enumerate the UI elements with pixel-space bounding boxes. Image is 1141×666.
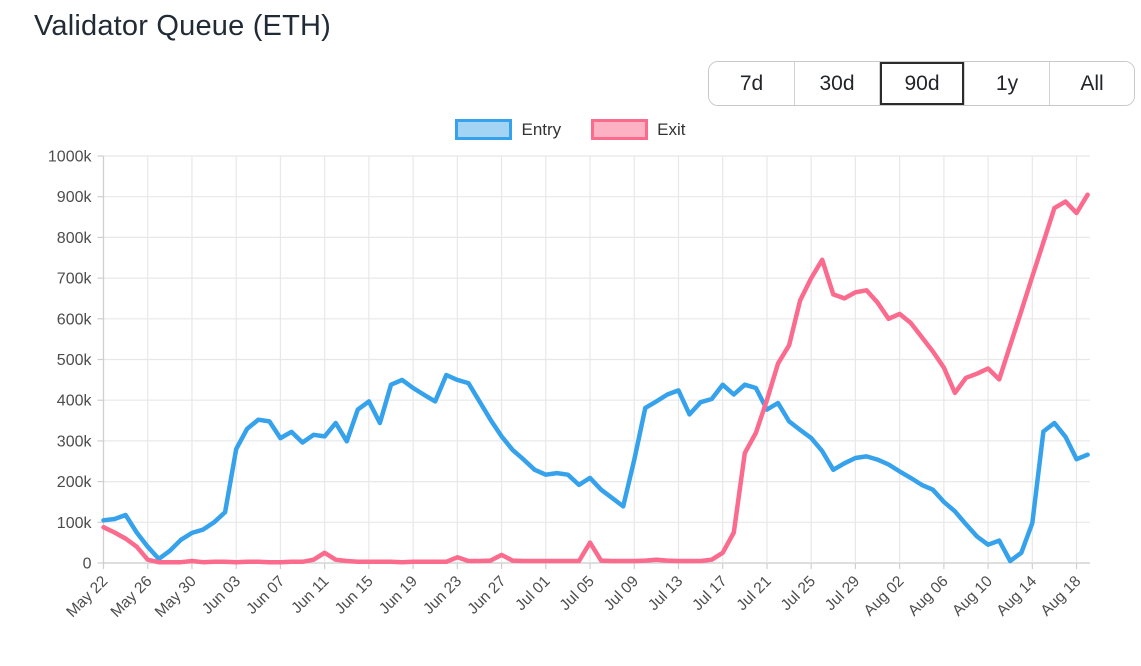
x-tick-label: Jul 29 bbox=[822, 573, 863, 614]
y-tick-label: 300k bbox=[57, 433, 93, 450]
page-title: Validator Queue (ETH) bbox=[34, 10, 332, 42]
x-tick-label: Jul 13 bbox=[645, 573, 686, 614]
axes bbox=[97, 155, 1078, 569]
x-tick-label: Jun 19 bbox=[376, 573, 421, 618]
axis-labels: 0 100k 200k 300k 400k 500k 600k 700k 800k 900k 100… bbox=[48, 149, 1084, 621]
x-tick-label: May 26 bbox=[108, 573, 156, 621]
legend-item-exit[interactable]: Exit bbox=[591, 119, 686, 140]
entry-line bbox=[101, 372, 1090, 564]
x-tick-label: Jun 07 bbox=[243, 573, 288, 618]
x-tick-label: Jul 21 bbox=[734, 573, 775, 614]
x-tick-label: May 30 bbox=[152, 573, 200, 621]
x-tick-label: May 22 bbox=[63, 573, 111, 621]
legend-item-entry[interactable]: Entry bbox=[455, 119, 561, 140]
y-tick-label: 0 bbox=[83, 556, 92, 573]
x-tick-label: Aug 02 bbox=[861, 573, 908, 620]
legend-swatch-entry bbox=[455, 119, 513, 140]
x-tick-label: Jun 27 bbox=[464, 573, 509, 618]
y-tick-label: 900k bbox=[57, 189, 93, 206]
x-tick-label: Jul 17 bbox=[689, 573, 730, 614]
y-tick-label: 500k bbox=[57, 352, 93, 369]
y-tick-label: 700k bbox=[57, 271, 93, 288]
y-tick-label: 200k bbox=[57, 474, 93, 491]
y-tick-label: 600k bbox=[57, 311, 93, 328]
x-tick-label: Aug 18 bbox=[1038, 573, 1085, 620]
legend-label: Entry bbox=[521, 119, 562, 139]
y-tick-label: 100k bbox=[57, 515, 93, 532]
range-button-1y[interactable]: 1y bbox=[964, 62, 1049, 105]
range-button-all[interactable]: All bbox=[1049, 62, 1134, 105]
chart-legend: Entry Exit bbox=[0, 119, 1141, 140]
x-tick-label: Jul 01 bbox=[512, 573, 553, 614]
range-selector: 7d 30d 90d 1y All bbox=[708, 61, 1135, 106]
x-tick-label: Jun 15 bbox=[332, 573, 377, 618]
legend-swatch-exit bbox=[591, 119, 649, 140]
gridlines bbox=[102, 155, 1090, 564]
x-tick-label: Jul 25 bbox=[778, 573, 819, 614]
x-tick-label: Jul 09 bbox=[601, 573, 642, 614]
y-tick-label: 400k bbox=[57, 393, 93, 410]
x-tick-label: Aug 06 bbox=[905, 573, 952, 620]
x-tick-label: Aug 14 bbox=[993, 573, 1040, 620]
exit-line bbox=[101, 192, 1090, 565]
range-button-90d[interactable]: 90d bbox=[879, 62, 964, 105]
y-tick-label: 800k bbox=[57, 230, 93, 247]
x-tick-label: Aug 10 bbox=[949, 573, 996, 620]
range-button-30d[interactable]: 30d bbox=[794, 62, 879, 105]
legend-label: Exit bbox=[657, 119, 686, 139]
x-tick-label: Jun 11 bbox=[288, 573, 332, 617]
x-tick-label: Jun 03 bbox=[199, 573, 244, 618]
x-tick-label: Jul 05 bbox=[557, 573, 598, 614]
y-tick-label: 1000k bbox=[48, 149, 93, 166]
x-tick-label: Jun 23 bbox=[420, 573, 465, 618]
range-button-7d[interactable]: 7d bbox=[709, 62, 794, 105]
